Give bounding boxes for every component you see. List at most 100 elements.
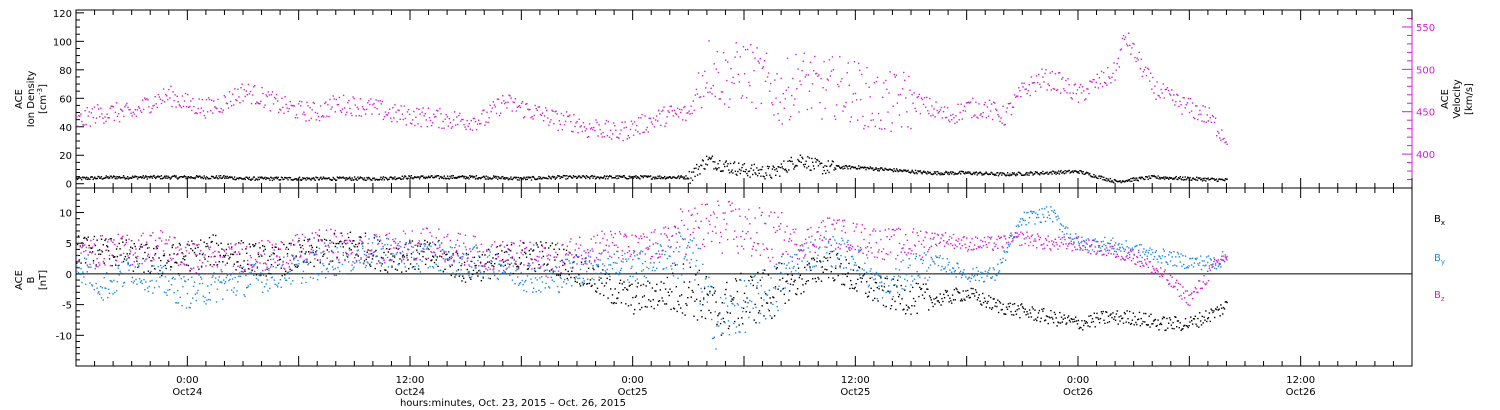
- density-point: [1075, 170, 1077, 172]
- bx-point: [672, 272, 674, 274]
- density-point: [136, 178, 139, 180]
- velocity-point: [749, 84, 751, 87]
- density-point: [353, 176, 356, 178]
- velocity-point: [883, 82, 885, 84]
- velocity-point: [1034, 90, 1037, 92]
- velocity-point: [721, 91, 724, 93]
- bx-point: [897, 296, 900, 298]
- density-point: [913, 172, 915, 174]
- by-point: [818, 247, 820, 250]
- bx-point: [301, 250, 303, 253]
- bx-point: [734, 320, 736, 323]
- density-point: [840, 167, 843, 169]
- by-point: [988, 269, 990, 271]
- bx-point: [362, 242, 364, 244]
- velocity-point: [629, 128, 632, 131]
- by-point: [575, 276, 577, 278]
- bx-point: [634, 308, 636, 311]
- by-point: [852, 258, 855, 260]
- density-point: [177, 178, 179, 180]
- density-point: [131, 175, 134, 177]
- bx-point: [1183, 325, 1185, 327]
- velocity-point: [642, 131, 644, 134]
- velocity-point: [527, 108, 529, 110]
- velocity-point: [304, 114, 306, 116]
- bx-point: [655, 290, 657, 292]
- velocity-point: [846, 72, 848, 74]
- by-point: [396, 244, 398, 247]
- density-unit-base: [cm: [38, 95, 49, 114]
- bx-point: [223, 256, 226, 258]
- by-point: [90, 266, 92, 268]
- density-point: [216, 177, 218, 179]
- by-point: [310, 251, 313, 254]
- bx-point: [952, 299, 955, 301]
- density-point: [312, 177, 315, 179]
- density-point: [543, 177, 546, 179]
- density-point: [482, 176, 484, 178]
- bx-point: [234, 251, 236, 253]
- bx-point: [731, 298, 733, 300]
- by-point: [579, 268, 582, 271]
- bx-point: [185, 264, 188, 266]
- density-point: [372, 177, 374, 180]
- by-point: [629, 275, 631, 277]
- by-point: [520, 272, 522, 274]
- bx-point: [903, 308, 905, 310]
- by-point: [237, 281, 239, 283]
- density-point: [614, 176, 616, 179]
- density-point: [343, 177, 345, 179]
- density-point: [603, 175, 606, 177]
- density-point: [324, 178, 326, 180]
- velocity-point: [406, 111, 409, 113]
- by-point: [548, 286, 550, 288]
- bx-point: [819, 260, 821, 262]
- density-point: [340, 177, 343, 179]
- density-point: [1002, 172, 1005, 175]
- by-point: [493, 271, 495, 273]
- bx-point: [754, 303, 756, 306]
- velocity-point: [89, 125, 91, 127]
- bx-point: [688, 286, 690, 289]
- by-point: [666, 257, 669, 260]
- velocity-point: [493, 104, 496, 106]
- bx-point: [288, 242, 290, 245]
- velocity-point: [546, 109, 548, 112]
- density-point: [1003, 173, 1005, 175]
- velocity-point: [709, 91, 711, 93]
- density-point: [155, 176, 158, 178]
- by-point: [225, 277, 228, 279]
- bx-point: [541, 250, 544, 253]
- bx-point: [943, 297, 946, 299]
- bx-point: [329, 239, 331, 242]
- density-point: [993, 174, 996, 176]
- by-point: [940, 269, 942, 271]
- by-point: [857, 269, 859, 271]
- density-point: [360, 177, 362, 179]
- velocity-point: [140, 111, 143, 114]
- by-point: [262, 274, 265, 276]
- bx-point: [503, 251, 506, 254]
- density-point: [1044, 172, 1047, 174]
- density-point: [626, 178, 628, 180]
- by-point: [209, 299, 212, 301]
- density-point: [1054, 171, 1056, 173]
- density-point: [771, 168, 774, 170]
- bx-point: [1081, 320, 1083, 322]
- velocity-point: [299, 100, 301, 102]
- velocity-point: [1217, 130, 1219, 133]
- density-point: [124, 178, 126, 180]
- density-point: [1172, 178, 1174, 181]
- by-point: [1018, 225, 1020, 228]
- by-point: [934, 263, 936, 265]
- density-point: [891, 169, 894, 171]
- density-point: [405, 177, 408, 180]
- by-point: [806, 260, 809, 263]
- bx-point: [950, 300, 952, 302]
- density-point: [574, 175, 576, 178]
- bx-point: [928, 295, 931, 297]
- velocity-point: [1105, 82, 1107, 84]
- density-point: [484, 178, 487, 180]
- by-point: [324, 277, 327, 279]
